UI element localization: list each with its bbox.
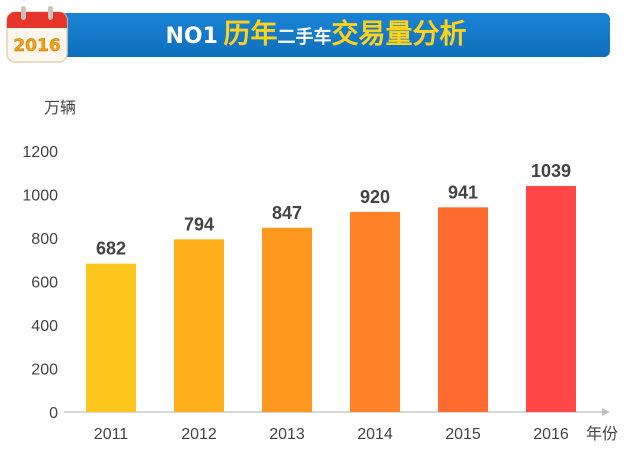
data-label: 941 [448, 182, 478, 202]
x-tick-label: 2015 [445, 426, 481, 443]
data-label: 682 [96, 239, 126, 259]
bar-2015 [438, 207, 488, 412]
bar-2012 [174, 239, 224, 412]
title-part-3: 交易量分析 [331, 19, 467, 50]
title-banner: NO1 历年二手车交易量分析 [22, 13, 610, 57]
title-part-2: 二手车 [277, 27, 332, 48]
y-tick-label: 800 [31, 231, 58, 248]
y-tick-label: 1000 [22, 188, 58, 205]
x-axis-arrow [602, 408, 610, 416]
x-axis-label: 年份 [586, 424, 618, 443]
y-tick-label: 1200 [22, 144, 58, 161]
x-tick-label: 2011 [94, 426, 129, 443]
bar-2011 [86, 263, 136, 412]
title-part-1: 历年 [223, 19, 278, 50]
data-label: 794 [184, 214, 214, 234]
x-tick-label: 2016 [533, 426, 569, 443]
calendar-icon: 2016 [6, 6, 68, 63]
bar-2014 [350, 211, 400, 412]
x-tick-label: 2014 [357, 426, 393, 443]
y-tick-label: 400 [31, 318, 58, 335]
bar-2016 [526, 186, 576, 412]
data-label: 847 [272, 203, 302, 223]
y-tick-label: 200 [31, 362, 58, 379]
x-tick-label: 2013 [269, 426, 305, 443]
calendar-year: 2016 [13, 36, 60, 56]
data-label: 920 [360, 187, 390, 207]
y-axis-label: 万辆 [44, 98, 76, 117]
y-tick-label: 0 [49, 405, 58, 422]
x-tick-label: 2012 [181, 426, 217, 443]
page-title: NO1 历年二手车交易量分析 [22, 13, 610, 57]
bar-2013 [262, 227, 312, 412]
y-tick-label: 600 [31, 275, 58, 292]
data-label: 1039 [531, 161, 571, 181]
title-prefix: NO1 [165, 24, 218, 49]
